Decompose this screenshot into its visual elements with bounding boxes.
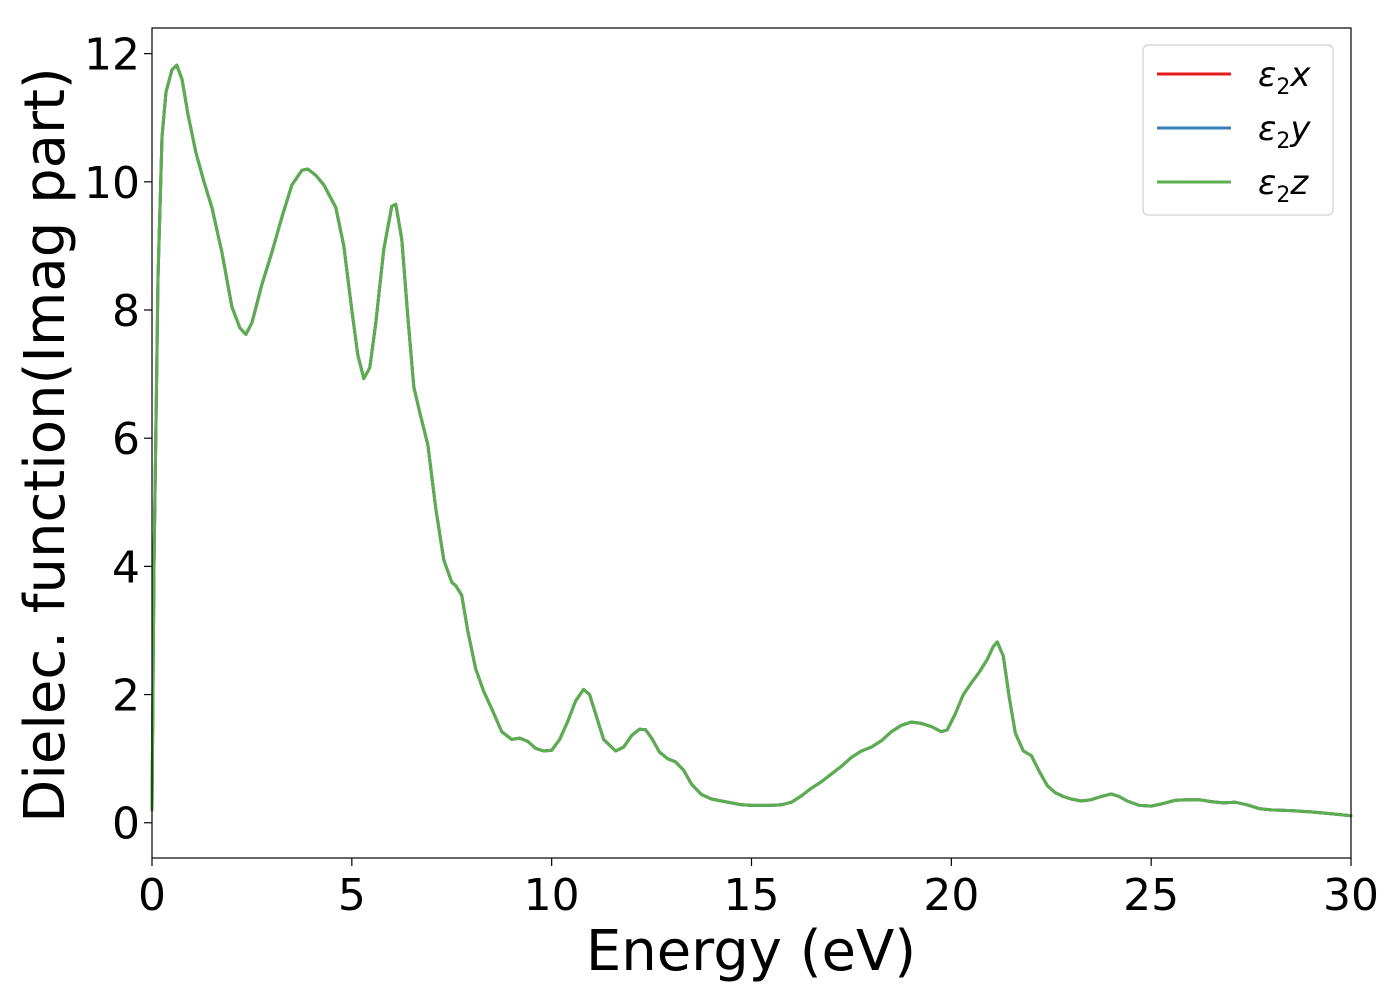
y-tick-label: 6 <box>112 414 140 465</box>
x-tick-label: 25 <box>1123 870 1179 921</box>
y-axis-label-group: Dielec. function(Imag part) <box>13 67 78 823</box>
x-tick-label: 20 <box>923 870 979 921</box>
y-tick-label: 0 <box>112 799 140 850</box>
y-tick-label: 10 <box>84 158 140 209</box>
x-axis-label: Energy (eV) <box>586 919 916 984</box>
x-tick-label: 5 <box>338 870 366 921</box>
y-axis-label: Dielec. function(Imag part) <box>13 67 78 823</box>
x-tick-label: 0 <box>138 870 166 921</box>
x-tick-label: 30 <box>1323 870 1379 921</box>
legend-label-3: ε2z <box>1258 163 1309 208</box>
x-tick-label: 15 <box>724 870 780 921</box>
y-tick-label: 12 <box>84 30 140 81</box>
series-layer <box>150 63 1353 818</box>
ticks-layer: 0 5 10 15 20 25 30 0 2 4 6 8 10 12 <box>84 30 1379 921</box>
y-tick-label: 4 <box>112 542 140 593</box>
legend-items: ε2x ε2y ε2z <box>1157 55 1311 208</box>
legend-label-1: ε2x <box>1258 55 1311 100</box>
y-tick-label: 2 <box>112 671 140 722</box>
legend-box <box>1142 44 1334 216</box>
legend: ε2x ε2y ε2z <box>1142 44 1334 216</box>
x-tick-label: 10 <box>524 870 580 921</box>
y-tick-label: 8 <box>112 286 140 337</box>
series-line-3 <box>150 63 1353 818</box>
legend-label-2: ε2y <box>1258 109 1311 154</box>
